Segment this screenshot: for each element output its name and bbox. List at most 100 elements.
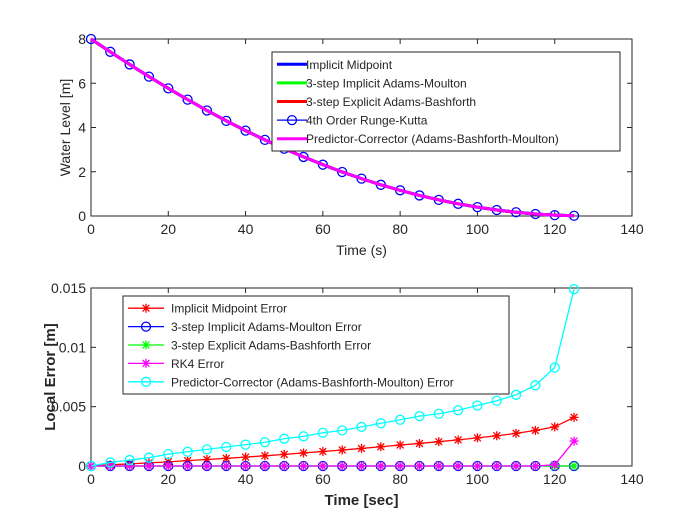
- data-point: [510, 389, 522, 400]
- data-point: [124, 59, 135, 70]
- data-point: [202, 454, 212, 464]
- series-1: [86, 412, 579, 471]
- data-point: [337, 445, 347, 455]
- series-line: [90, 289, 575, 467]
- x-tick-label: 100: [466, 471, 490, 487]
- series-5: [90, 37, 575, 218]
- data-point: [511, 428, 521, 438]
- legend: Implicit Midpoint 3-step Implicit Adams-M…: [271, 51, 621, 152]
- data-point: [318, 461, 328, 471]
- data-point: [569, 412, 579, 422]
- chart-2: 0 20 40 60 80 100 120 140 0 0.005 0.01 0.015 Time [s…: [42, 280, 644, 509]
- legend-entry: 3-step Implicit Adams-Moulton: [306, 76, 467, 90]
- x-tick-label: 120: [543, 471, 567, 487]
- legend-marker: [141, 358, 151, 368]
- data-point: [105, 461, 115, 471]
- chart-1: 0 20 40 60 80 100 120 140 0 2 4 6 8 Time (s) Water Lev…: [57, 31, 644, 258]
- data-point: [434, 461, 444, 471]
- data-point: [183, 461, 193, 471]
- data-point: [201, 444, 213, 455]
- x-tick-label: 80: [392, 221, 408, 237]
- data-point: [376, 461, 386, 471]
- data-point: [182, 446, 193, 457]
- x-tick-label: 80: [392, 471, 408, 487]
- data-point: [550, 422, 560, 432]
- y-tick-label: 4: [78, 120, 86, 136]
- data-point: [125, 461, 135, 471]
- data-point: [375, 418, 386, 429]
- legend-marker: [286, 114, 298, 126]
- data-point: [124, 454, 135, 466]
- data-point: [163, 461, 173, 471]
- data-point: [240, 439, 251, 450]
- data-point: [260, 451, 270, 461]
- data-point: [279, 449, 289, 459]
- data-point: [143, 452, 155, 463]
- data-point: [550, 460, 560, 470]
- series-5: [85, 284, 580, 472]
- data-point: [376, 442, 386, 452]
- x-tick-label: 120: [543, 221, 567, 237]
- legend-marker: [140, 376, 152, 387]
- data-point: [569, 461, 579, 471]
- data-point: [299, 448, 309, 458]
- data-point: [260, 461, 270, 471]
- data-point: [221, 453, 231, 463]
- data-point: [143, 71, 155, 82]
- x-tick-label: 0: [87, 471, 95, 487]
- series-4: [86, 436, 579, 471]
- data-point: [259, 437, 271, 448]
- x-tick-label: 100: [466, 221, 490, 237]
- data-point: [394, 414, 406, 425]
- data-point: [414, 461, 424, 471]
- data-point: [240, 125, 251, 136]
- data-point: [241, 461, 251, 471]
- data-point: [492, 461, 502, 471]
- data-point: [356, 421, 367, 432]
- x-tick-label: 60: [315, 471, 331, 487]
- data-point: [298, 151, 309, 163]
- legend: Implicit Midpoint Error 3-step Implicit A…: [122, 295, 510, 395]
- x-axis-label: Time (s): [336, 242, 387, 258]
- data-point: [395, 440, 405, 450]
- data-point: [337, 425, 348, 436]
- data-point: [472, 461, 482, 471]
- data-point: [144, 461, 154, 471]
- x-tick-label: 0: [87, 221, 95, 237]
- data-point: [105, 457, 116, 468]
- data-point: [395, 461, 405, 471]
- y-tick-label: 8: [78, 31, 86, 47]
- series-line: [90, 37, 575, 218]
- data-point: [530, 461, 540, 471]
- legend-entry: Implicit Midpoint Error: [171, 302, 287, 316]
- data-point: [279, 461, 289, 471]
- data-point: [298, 431, 309, 442]
- data-point: [163, 83, 174, 94]
- y-tick-label: 0: [78, 458, 86, 474]
- data-point: [568, 284, 580, 295]
- data-point: [569, 436, 579, 446]
- data-point: [318, 447, 328, 457]
- data-point: [221, 115, 232, 127]
- y-axis-label: Water Level [m]: [57, 79, 73, 177]
- data-point: [105, 46, 116, 57]
- data-point: [414, 438, 424, 448]
- y-tick-label: 0.01: [59, 339, 86, 355]
- data-point: [357, 461, 366, 471]
- y-tick-label: 0.015: [51, 280, 86, 296]
- data-point: [511, 461, 521, 471]
- data-point: [259, 134, 271, 146]
- y-axis-label: Local Error [m]: [42, 323, 59, 431]
- data-point: [317, 159, 329, 170]
- x-tick-label: 40: [238, 221, 254, 237]
- data-point: [433, 408, 444, 419]
- data-point: [491, 395, 502, 406]
- y-tick-label: 0: [78, 208, 86, 224]
- data-point: [472, 433, 482, 443]
- data-point: [530, 425, 540, 435]
- data-point: [85, 33, 97, 45]
- data-point: [337, 461, 347, 471]
- data-point: [201, 105, 213, 116]
- data-point: [317, 427, 329, 438]
